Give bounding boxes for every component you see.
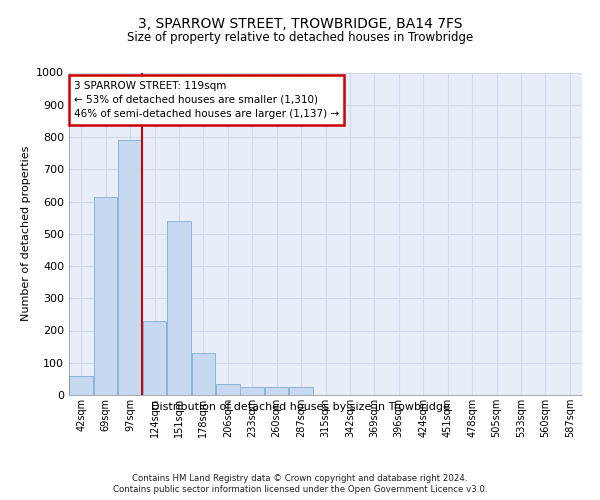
Text: Size of property relative to detached houses in Trowbridge: Size of property relative to detached ho… xyxy=(127,31,473,44)
Bar xyxy=(143,321,166,395)
Bar xyxy=(289,387,313,395)
Text: 3 SPARROW STREET: 119sqm
← 53% of detached houses are smaller (1,310)
46% of sem: 3 SPARROW STREET: 119sqm ← 53% of detach… xyxy=(74,80,339,120)
Bar xyxy=(191,353,215,395)
Bar xyxy=(167,221,191,395)
Bar xyxy=(70,376,93,395)
Text: Distribution of detached houses by size in Trowbridge: Distribution of detached houses by size … xyxy=(151,402,449,412)
Text: Contains HM Land Registry data © Crown copyright and database right 2024.
Contai: Contains HM Land Registry data © Crown c… xyxy=(113,474,487,494)
Bar xyxy=(216,384,239,395)
Bar xyxy=(265,387,289,395)
Text: 3, SPARROW STREET, TROWBRIDGE, BA14 7FS: 3, SPARROW STREET, TROWBRIDGE, BA14 7FS xyxy=(138,18,462,32)
Bar xyxy=(94,196,118,395)
Y-axis label: Number of detached properties: Number of detached properties xyxy=(20,146,31,322)
Bar xyxy=(118,140,142,395)
Bar xyxy=(241,387,264,395)
